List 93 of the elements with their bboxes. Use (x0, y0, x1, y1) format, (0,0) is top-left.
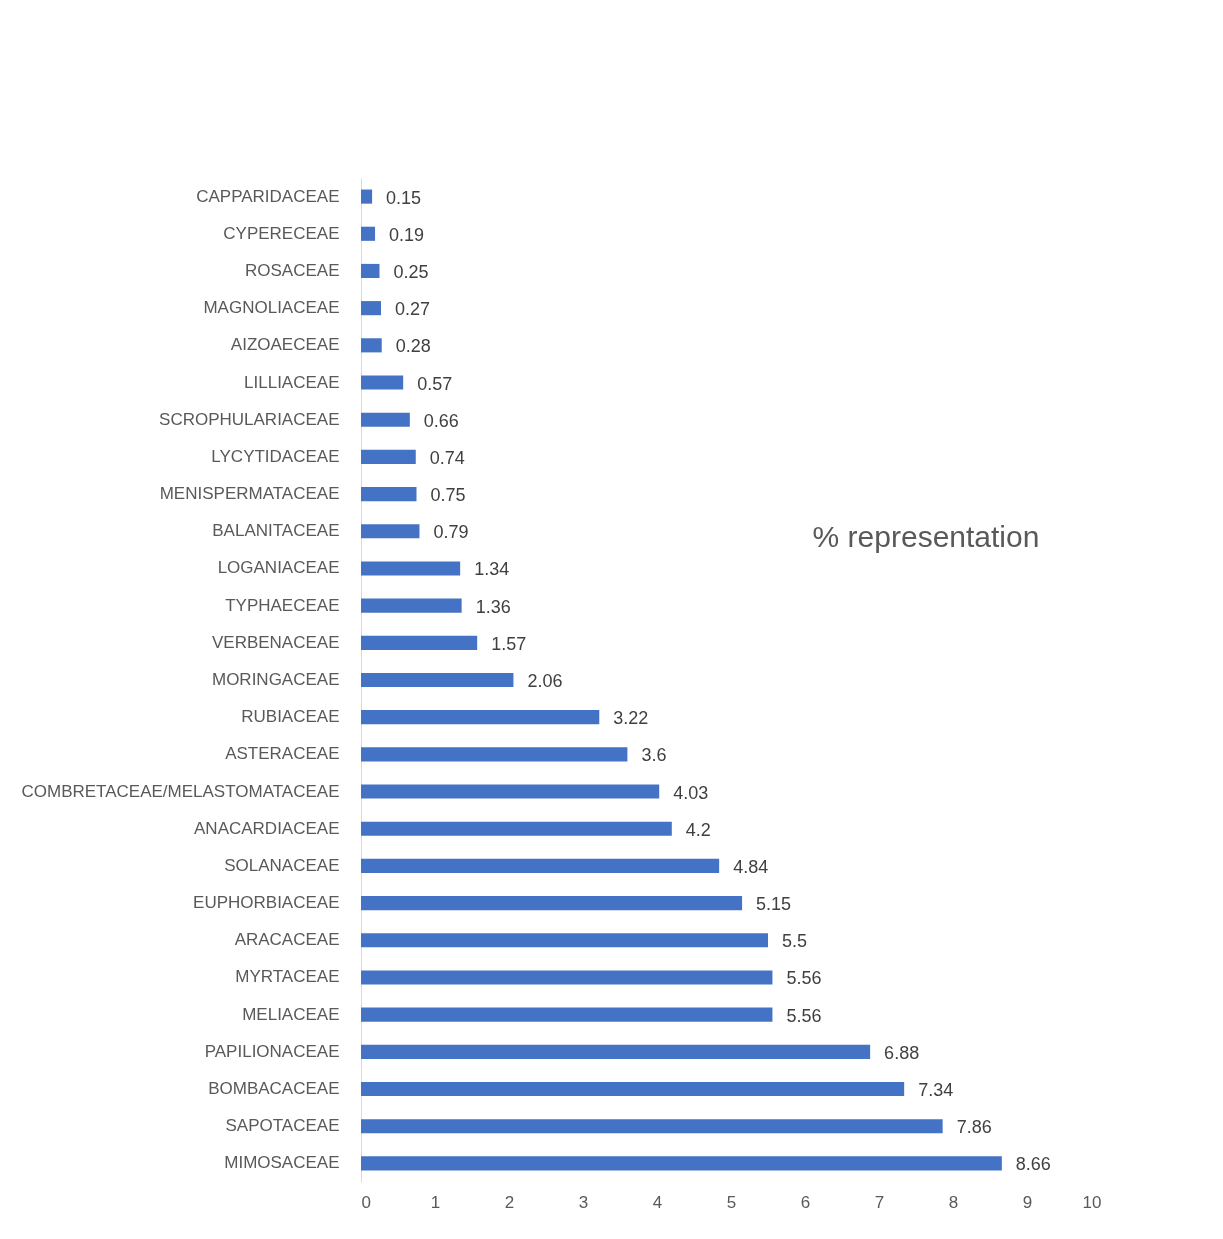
y-tick-label: MAGNOLIACEAE (203, 298, 340, 318)
data-label: 0.57 (417, 373, 453, 394)
y-tick-label: COMBRETACEAE/MELASTOMATACEAE (21, 781, 340, 801)
x-tick-label: 4 (652, 1192, 663, 1212)
y-tick-label: MYRTACEAE (235, 967, 340, 987)
bar (361, 896, 743, 911)
bar (361, 189, 373, 204)
bar (361, 301, 381, 316)
bar (361, 1007, 773, 1022)
y-tick-label: ROSACEAE (245, 260, 340, 280)
y-tick-label: LILLIACEAE (244, 372, 340, 392)
data-label: 0.28 (395, 336, 431, 357)
y-tick-label: ASTERACEAE (225, 744, 340, 764)
bar (361, 635, 478, 650)
y-tick-label: MELIACEAE (242, 1004, 340, 1024)
y-tick-label: AIZOAECEAE (230, 335, 340, 355)
bar (361, 933, 768, 948)
data-label: 3.6 (641, 745, 667, 766)
y-tick-label: SAPOTACEAE (225, 1116, 340, 1136)
data-label: 5.15 (756, 894, 792, 915)
y-tick-label: MENISPERMATACEAE (159, 484, 340, 504)
bar (361, 747, 628, 762)
bar (361, 970, 773, 985)
bar (361, 524, 420, 539)
y-tick-label: ANACARDIACEAE (194, 818, 340, 838)
data-label: 2.06 (527, 671, 563, 691)
data-label: 1.36 (475, 596, 511, 617)
data-label: 0.74 (429, 447, 465, 468)
bar (361, 784, 660, 799)
bar (361, 375, 404, 390)
data-label: 0.25 (393, 261, 429, 282)
x-tick-label: 7 (874, 1192, 885, 1212)
data-label: 5.5 (782, 931, 808, 952)
y-tick-label: MORINGACEAE (211, 670, 340, 689)
data-label: 4.84 (733, 856, 769, 877)
bar (361, 858, 720, 873)
y-tick-label: EUPHORBIACEAE (193, 893, 340, 913)
y-tick-label: BOMBACACEAE (208, 1079, 340, 1099)
x-tick-label: 9 (1022, 1192, 1033, 1212)
x-tick-label: 3 (578, 1192, 589, 1212)
bar (361, 1044, 871, 1059)
data-label: 0.79 (433, 522, 469, 543)
y-tick-label: RUBIACEAE (241, 707, 340, 727)
bar (361, 1156, 1002, 1171)
y-tick-label: SOLANACEAE (224, 855, 340, 875)
data-label: 4.03 (673, 782, 709, 803)
data-label: 5.56 (786, 968, 822, 989)
bar (361, 338, 382, 353)
y-tick-label: BALANITACEAE (212, 521, 340, 541)
data-label: 3.22 (613, 708, 649, 729)
y-tick-label: MIMOSACEAE (224, 1153, 340, 1173)
y-tick-label: TYPHAECEAE (225, 595, 340, 615)
bar (361, 672, 514, 688)
data-label: 0.66 (423, 410, 459, 431)
x-tick-label: 8 (948, 1192, 959, 1212)
data-label: 4.2 (685, 819, 711, 840)
data-label: 1.34 (474, 559, 510, 580)
y-tick-label: ARACACEAE (234, 930, 340, 950)
bar (361, 561, 461, 576)
bar (361, 487, 417, 502)
bar (361, 226, 376, 241)
data-label: 8.66 (1015, 1154, 1051, 1175)
y-tick-label: LOGANIACEAE (217, 558, 340, 578)
data-label: 6.88 (884, 1042, 920, 1063)
bar (361, 710, 600, 725)
x-tick-label: 1 (430, 1192, 441, 1212)
data-label: 0.19 (389, 224, 425, 245)
bar (361, 412, 410, 427)
y-tick-label: CYPERECEAE (223, 223, 340, 243)
x-tick-label: 5 (726, 1192, 737, 1212)
data-label: 0.27 (394, 299, 431, 320)
data-label: 0.15 (386, 187, 422, 208)
y-tick-label: SCROPHULARIACEAE (159, 409, 340, 429)
y-tick-label: CAPPARIDACEAE (196, 186, 340, 206)
bar (361, 449, 416, 464)
y-tick-label: VERBENACEAE (211, 632, 340, 652)
bar (361, 1119, 943, 1134)
data-label: 5.56 (786, 1005, 822, 1026)
data-label: 0.75 (430, 485, 466, 506)
bar (361, 821, 672, 836)
data-label: 1.57 (491, 633, 527, 654)
x-tick-label: 10 (1082, 1192, 1102, 1212)
x-tick-label: 6 (800, 1192, 811, 1212)
bar (361, 598, 462, 613)
bar (361, 263, 380, 279)
annotation: % representation (812, 520, 1040, 553)
bar (361, 1081, 905, 1097)
x-tick-label: 2 (504, 1192, 515, 1212)
y-tick-label: PAPILIONACEAE (204, 1041, 340, 1061)
data-label: 7.86 (956, 1117, 992, 1138)
y-tick-label: LYCYTIDACEAE (211, 446, 340, 466)
x-tick-label: 0 (361, 1192, 371, 1212)
data-label: 7.34 (918, 1080, 954, 1101)
